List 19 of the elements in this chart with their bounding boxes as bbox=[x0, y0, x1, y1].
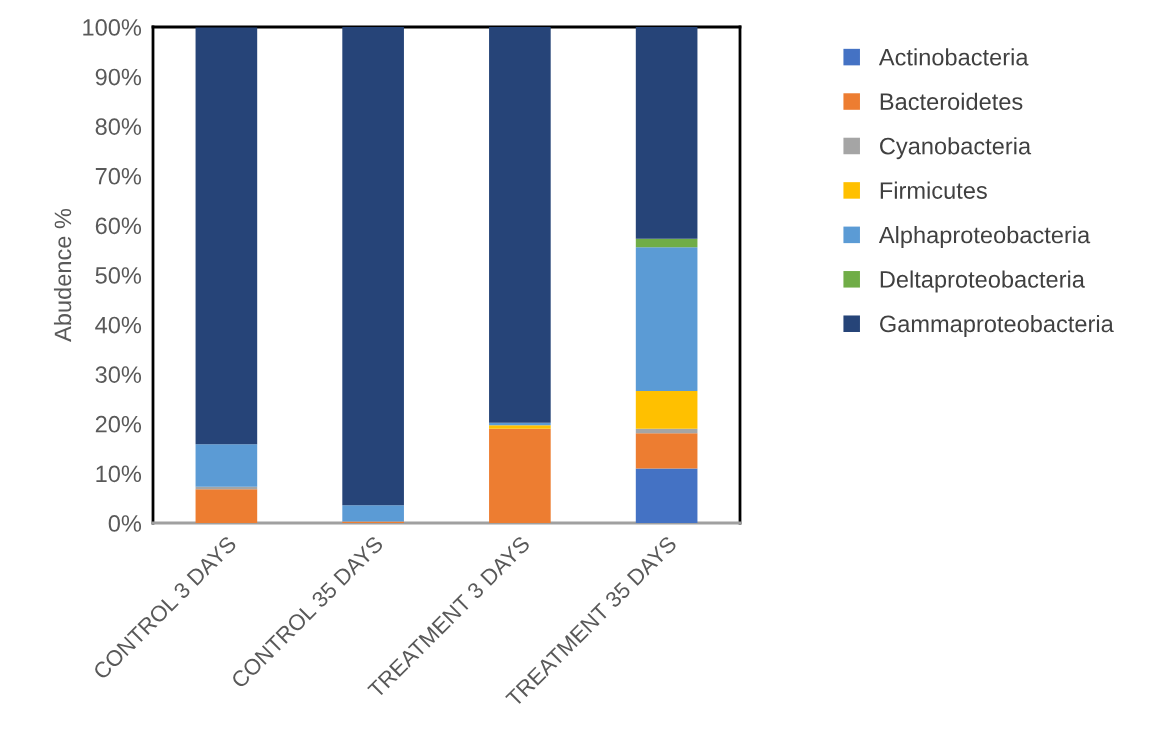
y-tick-label: 60% bbox=[95, 217, 142, 235]
legend-label: Cyanobacteria bbox=[880, 137, 1032, 160]
legend-label: Firmicutes bbox=[880, 181, 987, 199]
y-tick-label: 30% bbox=[95, 366, 142, 383]
y-tick-label: 50% bbox=[95, 267, 142, 284]
legend-label: Alphaproteobacteria bbox=[878, 226, 1091, 249]
y-tick-label: 90% bbox=[95, 68, 142, 86]
y-axis-title: Abudence % bbox=[53, 208, 72, 342]
y-tick-label: 80% bbox=[95, 118, 142, 135]
legend-label: Deltaproteobacteria bbox=[880, 270, 1085, 293]
legend-label: Actinobacteria bbox=[878, 48, 1029, 66]
y-tick-label: 0% bbox=[108, 515, 142, 532]
y-tick-label: 10% bbox=[96, 465, 142, 483]
legend-label: Gammaproteobacteria bbox=[880, 314, 1114, 337]
y-tick-label: 40% bbox=[95, 316, 142, 334]
y-tick-label: 70% bbox=[95, 167, 142, 185]
y-tick-label: 20% bbox=[95, 415, 142, 433]
legend-label: Bacteroidetes bbox=[880, 92, 1023, 111]
y-tick-label: 100% bbox=[83, 19, 142, 36]
